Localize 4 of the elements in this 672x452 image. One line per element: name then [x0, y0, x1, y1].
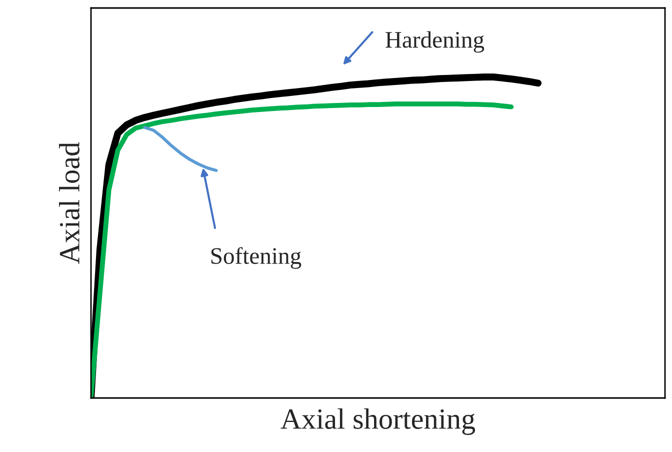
x-axis-title: Axial shortening	[280, 408, 476, 435]
annotation: Softening	[211, 247, 302, 269]
y-axis-title: Axial load	[58, 142, 80, 264]
text: Hardening	[386, 31, 484, 53]
